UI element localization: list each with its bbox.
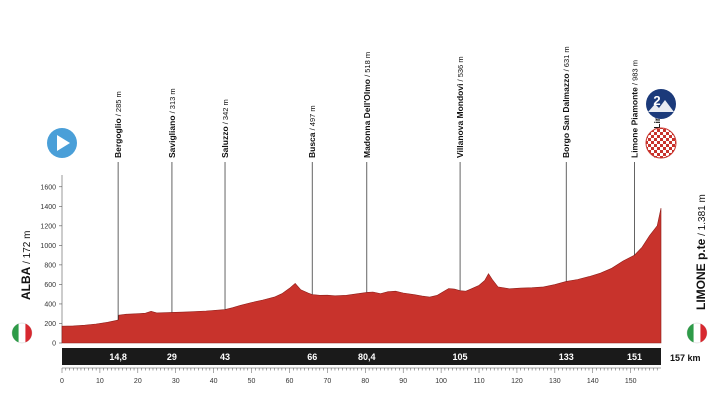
- flag-white: [693, 323, 701, 343]
- waypoint-label: Borgo San Dalmazzo / 631 m: [561, 46, 571, 158]
- waypoint-label: Savigliano / 313 m: [167, 88, 177, 158]
- y-tick-label: 1200: [40, 223, 56, 230]
- y-tick-label: 1400: [40, 204, 56, 211]
- flag-red: [700, 323, 707, 343]
- x-tick-label: 120: [511, 378, 523, 385]
- finish-altitude: / 1.381 m: [697, 194, 708, 238]
- x-tick-label: 40: [210, 378, 218, 385]
- start-label: ALBA / 172 m: [19, 231, 33, 300]
- waypoint-altitude: / 497 m: [308, 105, 317, 132]
- waypoint-label: Villanova Mondovì / 536 m: [455, 56, 465, 158]
- climb-badge-circle: [646, 89, 676, 119]
- flag-white: [18, 323, 26, 343]
- distance-bar-label: 80,4: [358, 352, 376, 362]
- checkered-finish-icon: [645, 127, 677, 159]
- climb-category-label: 2: [653, 93, 660, 108]
- y-tick-label: 0: [52, 341, 56, 348]
- start-name: ALBA: [19, 266, 33, 300]
- waypoint-name: Madonna Dell'Olmo: [362, 79, 372, 158]
- waypoint-altitude: / 536 m: [456, 56, 465, 83]
- waypoint-name: Saluzzo: [220, 126, 230, 158]
- waypoint-name: Busca: [307, 132, 317, 158]
- x-tick-label: 140: [587, 378, 599, 385]
- finish-name: LIMONE p.te: [694, 238, 708, 310]
- distance-bar-label: 151: [627, 352, 642, 362]
- start-play-icon: [47, 128, 77, 158]
- waypoint-altitude: / 342 m: [221, 99, 230, 126]
- waypoint-altitude: / 518 m: [363, 52, 372, 79]
- x-tick-label: 20: [134, 378, 142, 385]
- start-play-triangle: [57, 135, 70, 151]
- mountain-icon: [648, 100, 674, 112]
- waypoint-altitude: / 313 m: [168, 88, 177, 115]
- waypoint-name: Bergoglio: [113, 118, 123, 158]
- flag-green: [687, 323, 694, 343]
- checkered-circle: [645, 127, 677, 159]
- italy-flag-icon: [686, 322, 708, 344]
- waypoint-name: Villanova Mondovì: [455, 84, 465, 158]
- x-tick-label: 80: [361, 378, 369, 385]
- waypoint-label: Madonna Dell'Olmo / 518 m: [362, 52, 372, 158]
- y-tick-label: 1600: [40, 184, 56, 191]
- waypoint-name: Borgo San Dalmazzo: [561, 73, 571, 158]
- x-tick-label: 100: [435, 378, 447, 385]
- waypoint-altitude: / 983 m: [630, 60, 639, 87]
- waypoint-label: Bergoglio / 285 m: [113, 91, 123, 158]
- x-tick-label: 130: [549, 378, 561, 385]
- x-tick-label: 50: [248, 378, 256, 385]
- y-tick-label: 1000: [40, 243, 56, 250]
- distance-bar-label: 43: [220, 352, 230, 362]
- elevation-profile-area: [61, 208, 662, 344]
- start-altitude: / 172 m: [22, 231, 33, 267]
- distance-bar: [62, 348, 661, 365]
- climb-category-2-icon: 2: [646, 89, 676, 119]
- flag-red: [25, 323, 32, 343]
- waypoint-altitude: / 631 m: [562, 46, 571, 73]
- distance-bar-label: 29: [167, 352, 177, 362]
- distance-bar-label: 14,8: [109, 352, 127, 362]
- y-tick-label: 800: [44, 262, 56, 269]
- x-tick-label: 30: [172, 378, 180, 385]
- waypoint-altitude: / 285 m: [114, 91, 123, 118]
- waypoint-name: Limone Piamonte: [629, 87, 639, 158]
- y-tick-label: 200: [44, 321, 56, 328]
- x-tick-label: 10: [96, 378, 104, 385]
- distance-bar-label: 105: [453, 352, 468, 362]
- finish-label: LIMONE p.te / 1.381 m: [694, 194, 708, 310]
- distance-bar-label: 133: [559, 352, 574, 362]
- total-distance-label: 157 km: [670, 353, 701, 363]
- waypoint-label: Saluzzo / 342 m: [220, 99, 230, 158]
- distance-bar-label: 66: [307, 352, 317, 362]
- x-tick-label: 110: [473, 378, 484, 385]
- waypoint-name: Savigliano: [167, 115, 177, 158]
- waypoint-label: Busca / 497 m: [307, 105, 317, 158]
- y-tick-label: 400: [44, 301, 56, 308]
- italy-flag-icon: [11, 322, 33, 344]
- y-tick-label: 600: [44, 282, 56, 289]
- waypoint-label: Limone Piamonte / 983 m: [629, 60, 639, 158]
- x-tick-label: 60: [286, 378, 294, 385]
- flag-green: [12, 323, 19, 343]
- x-tick-label: 150: [625, 378, 637, 385]
- x-tick-label: 70: [323, 378, 331, 385]
- x-tick-label: 90: [399, 378, 407, 385]
- x-tick-label: 0: [60, 378, 64, 385]
